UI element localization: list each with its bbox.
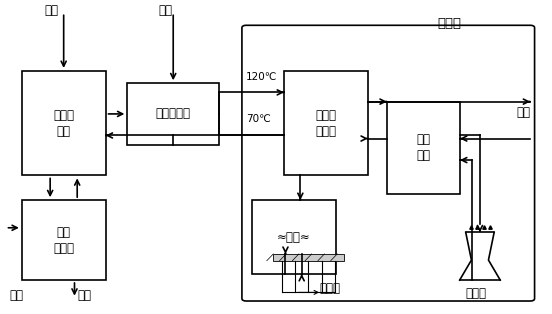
Text: 供冷: 供冷 [517,106,530,119]
Text: 烟气: 烟气 [10,289,24,302]
Text: 吸收式
制冷机: 吸收式 制冷机 [316,109,337,138]
Bar [22,200,105,280]
Text: 热网加热器: 热网加热器 [156,107,191,121]
Text: 120℃: 120℃ [246,72,278,82]
Text: 电制
冷机: 电制 冷机 [416,133,431,162]
Bar [22,71,105,176]
Bar [273,254,343,261]
Text: 70℃: 70℃ [246,114,271,123]
Bar [252,200,336,274]
Text: 地埋管: 地埋管 [320,282,341,295]
Text: ≈板换≈: ≈板换≈ [277,230,310,244]
Text: 抄汽: 抄汽 [158,4,172,17]
Bar [284,71,368,176]
Text: 抄汽: 抄汽 [45,4,59,17]
Bar [127,83,219,145]
Text: 热力站: 热力站 [437,17,461,30]
FancyBboxPatch shape [242,25,534,301]
Text: 烟气
换热器: 烟气 换热器 [53,225,74,255]
Text: 吸收式
热泵: 吸收式 热泵 [53,109,74,138]
Bar [387,102,460,194]
Text: 冷却塔: 冷却塔 [466,287,487,300]
Text: 排烟: 排烟 [77,289,91,302]
